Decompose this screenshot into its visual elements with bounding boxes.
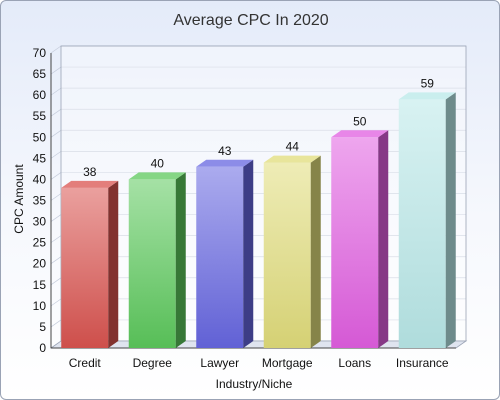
x-axis-ticks: Credit Degree Lawyer Mortgage Loans Insurance	[69, 356, 449, 370]
bar-top	[263, 155, 321, 163]
gridline-diagonal	[50, 129, 62, 138]
x-tick-label: Mortgage	[262, 356, 313, 370]
bar-top	[196, 159, 254, 167]
data-label: 59	[421, 76, 435, 90]
bar-mortgage	[263, 155, 321, 348]
y-axis-label: CPC Amount	[12, 164, 26, 234]
x-tick-label: Lawyer	[200, 356, 239, 370]
data-label: 44	[286, 140, 300, 154]
bar-side	[243, 159, 254, 348]
y-tick-label: 50	[33, 130, 47, 144]
x-tick-label: Degree	[133, 356, 173, 370]
bar-lawyer	[196, 159, 254, 348]
bar-front	[331, 137, 379, 348]
gridline-diagonal	[50, 108, 62, 117]
gridline-diagonal	[50, 235, 62, 243]
gridline-diagonal	[50, 151, 62, 159]
data-label: 50	[353, 114, 367, 128]
gridline-diagonal	[50, 298, 62, 307]
y-tick-label: 5	[39, 320, 46, 334]
bar-side	[378, 130, 389, 348]
y-tick-label: 40	[33, 172, 47, 186]
chart-title: Average CPC In 2020	[173, 12, 328, 29]
bar-degree	[128, 172, 186, 348]
bars: 38 40 43 44 50 59	[61, 76, 456, 348]
y-tick-label: 25	[33, 236, 47, 250]
x-tick-label: Loans	[338, 356, 371, 370]
bar-side	[175, 172, 186, 348]
y-tick-label: 65	[33, 67, 47, 81]
x-axis-label: Industry/Niche	[216, 377, 293, 391]
y-tick-label: 20	[33, 257, 47, 271]
gridline-diagonal	[50, 193, 62, 201]
gridline-diagonal	[50, 214, 62, 222]
bar-top	[128, 172, 186, 180]
bar-front	[61, 187, 109, 348]
y-axis-ticks: 0 5 10 15 20 25 30 35 40 45 50 55 60 65 70	[33, 46, 47, 355]
y-tick-label: 35	[33, 194, 47, 208]
y-tick-label: 0	[39, 341, 46, 355]
bar-front	[398, 99, 446, 348]
bar-top	[398, 92, 456, 100]
plot-back-wall	[60, 45, 467, 342]
x-tick-label: Insurance	[396, 356, 449, 370]
bar-top	[331, 130, 389, 138]
gridline-diagonal	[50, 45, 62, 54]
axes	[49, 45, 468, 349]
bar-credit	[61, 180, 119, 348]
y-tick-label: 10	[33, 299, 47, 313]
bar-loans	[331, 130, 389, 348]
gridline-diagonal	[50, 277, 62, 286]
bar-side	[108, 180, 119, 348]
data-label: 43	[218, 144, 232, 158]
gridline-diagonal	[50, 87, 62, 96]
y-tick-label: 70	[33, 46, 47, 60]
gridline-diagonal	[50, 172, 62, 180]
x-tick-label: Credit	[69, 356, 102, 370]
gridline-diagonal	[50, 66, 62, 75]
data-label: 40	[151, 156, 165, 170]
y-tick-label: 15	[33, 278, 47, 292]
bar-front	[263, 162, 311, 348]
y-tick-label: 60	[33, 88, 47, 102]
y-tick-label: 45	[33, 151, 47, 165]
y-tick-label: 55	[33, 109, 47, 123]
gridlines	[50, 45, 466, 328]
bar-side	[445, 92, 456, 348]
gridline-diagonal	[50, 256, 62, 265]
gridline-diagonal	[50, 319, 62, 328]
data-label: 38	[83, 165, 97, 179]
bar-side	[310, 155, 321, 348]
bar-front	[196, 166, 244, 348]
bar-front	[128, 179, 176, 348]
y-tick-label: 30	[33, 215, 47, 229]
bar-top	[61, 180, 119, 188]
bar-insurance	[398, 92, 456, 348]
